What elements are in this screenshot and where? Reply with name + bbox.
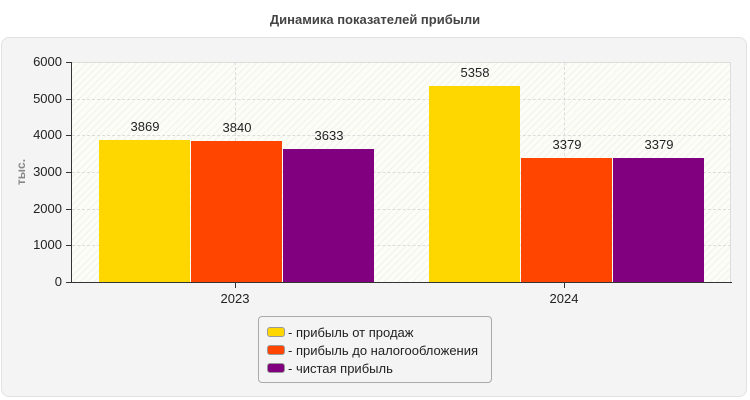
legend-swatch-pretax-profit <box>267 345 285 355</box>
bar[interactable] <box>521 158 612 282</box>
y-tick <box>66 62 71 63</box>
y-tick-label: 1000 <box>33 237 62 252</box>
x-tick <box>564 283 565 288</box>
legend-item-pretax-profit[interactable]: - прибыль до налогообложения <box>267 341 491 359</box>
bar-value-label: 3633 <box>314 128 344 143</box>
bar[interactable] <box>191 141 282 282</box>
legend: - прибыль от продаж - прибыль до налогоо… <box>258 316 492 383</box>
y-tick <box>66 99 71 100</box>
gridline <box>72 209 731 210</box>
bar-value-label: 3869 <box>130 119 160 134</box>
bar[interactable] <box>613 158 704 282</box>
x-axis <box>71 282 732 283</box>
y-tick <box>66 245 71 246</box>
gridline <box>72 99 731 100</box>
bar[interactable] <box>429 86 520 282</box>
legend-item-net-profit[interactable]: - чистая прибыль <box>267 359 491 377</box>
y-tick <box>66 135 71 136</box>
y-tick-label: 0 <box>54 274 62 289</box>
gridline <box>72 135 731 136</box>
y-tick-label: 6000 <box>33 54 62 69</box>
y-tick-label: 2000 <box>33 201 62 216</box>
y-axis-title: тыс. <box>14 158 28 186</box>
legend-label: - прибыль до налогообложения <box>288 342 479 358</box>
bar-value-label: 5358 <box>460 65 490 80</box>
bar[interactable] <box>283 149 374 282</box>
y-tick <box>66 282 71 283</box>
x-tick-label: 2023 <box>220 291 250 306</box>
y-tick <box>66 172 71 173</box>
bar-value-label: 3379 <box>644 137 674 152</box>
legend-label: - чистая прибыль <box>288 360 393 376</box>
y-tick <box>66 209 71 210</box>
gridline <box>72 172 731 173</box>
legend-item-sales-profit[interactable]: - прибыль от продаж <box>267 323 491 341</box>
y-tick-label: 4000 <box>33 127 62 142</box>
bar[interactable] <box>99 140 190 282</box>
legend-label: - прибыль от продаж <box>288 324 414 340</box>
gridline <box>72 245 731 246</box>
y-axis <box>71 62 72 283</box>
y-tick-label: 5000 <box>33 91 62 106</box>
x-tick-label: 2024 <box>549 291 579 306</box>
legend-swatch-net-profit <box>267 363 285 373</box>
x-tick <box>235 283 236 288</box>
bar-value-label: 3840 <box>222 120 252 135</box>
legend-swatch-sales-profit <box>267 327 285 337</box>
chart-title: Динамика показателей прибыли <box>269 12 481 27</box>
y-tick-label: 3000 <box>33 164 62 179</box>
bar-value-label: 3379 <box>552 137 582 152</box>
